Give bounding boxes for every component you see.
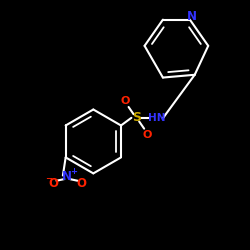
Text: HN: HN [148,113,166,123]
Text: O: O [48,177,58,190]
Text: N: N [62,170,72,183]
Text: +: + [70,167,77,176]
Text: S: S [132,111,141,124]
Text: −: − [45,174,52,183]
Text: O: O [76,177,86,190]
Text: O: O [121,96,130,106]
Text: O: O [142,130,152,140]
Text: N: N [187,10,197,24]
